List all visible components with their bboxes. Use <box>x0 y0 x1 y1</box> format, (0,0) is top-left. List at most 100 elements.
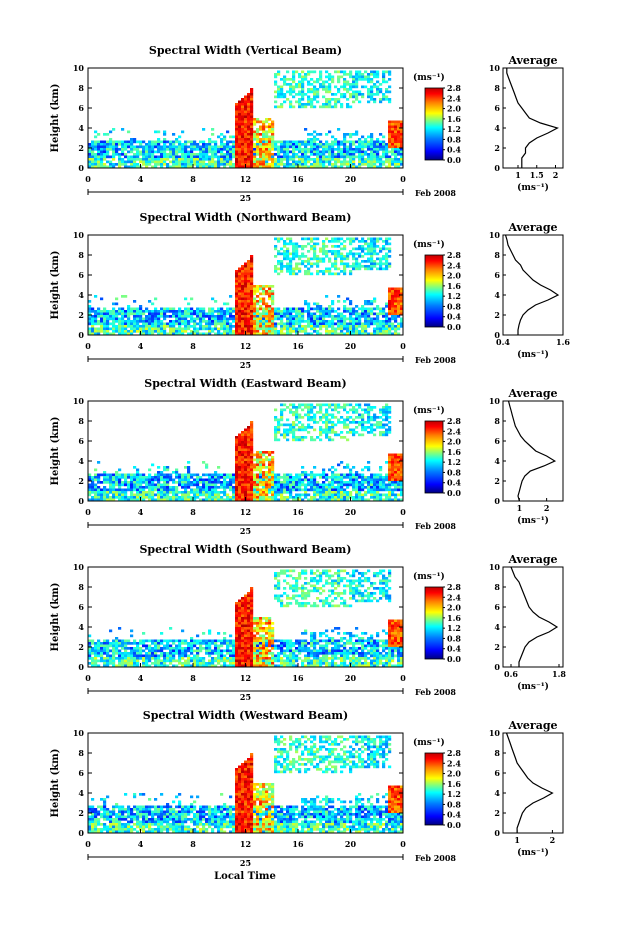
heatmap-cell <box>349 133 352 136</box>
heatmap-cell <box>106 481 109 484</box>
heatmap-cell <box>166 156 169 159</box>
heatmap-cell <box>208 158 211 161</box>
heatmap-cell <box>331 245 334 248</box>
heatmap-cell <box>157 163 160 166</box>
heatmap-cell <box>253 300 256 303</box>
heatmap-cell <box>187 466 190 469</box>
heatmap-cell <box>214 496 217 499</box>
heatmap-cell <box>334 143 337 146</box>
colorbar-tick-label: 1.6 <box>447 281 461 291</box>
heatmap-cell <box>313 158 316 161</box>
heatmap-cell <box>247 288 250 291</box>
heatmap-cell <box>376 263 379 266</box>
heatmap-cell <box>184 318 187 321</box>
heatmap-cell <box>337 245 340 248</box>
heatmap-cell <box>277 421 280 424</box>
heatmap-cell <box>238 476 241 479</box>
heatmap-cell <box>307 481 310 484</box>
heatmap-cell <box>364 240 367 243</box>
heatmap-cell <box>352 406 355 409</box>
heatmap-cell <box>139 308 142 311</box>
heatmap-cell <box>310 146 313 149</box>
heatmap-cell <box>253 454 256 457</box>
heatmap-cell <box>241 454 244 457</box>
heatmap-cell <box>268 323 271 326</box>
heatmap-cell <box>184 308 187 311</box>
heatmap-cell <box>265 146 268 149</box>
heatmap-cell <box>94 489 97 492</box>
heatmap-cell <box>373 153 376 156</box>
heatmap-cell <box>313 141 316 144</box>
heatmap-cell <box>391 315 394 318</box>
heatmap-cell <box>367 91 370 94</box>
heatmap-cell <box>286 248 289 251</box>
heatmap-cell <box>172 494 175 497</box>
heatmap-cell <box>223 323 226 326</box>
heatmap-cell <box>346 318 349 321</box>
heatmap-cell <box>373 143 376 146</box>
heatmap-cell <box>376 88 379 91</box>
heatmap-cell <box>247 96 250 99</box>
heatmap-cell <box>268 153 271 156</box>
heatmap-cell <box>226 494 229 497</box>
heatmap-cell <box>292 255 295 258</box>
heatmap-cell <box>211 156 214 159</box>
heatmap-cell <box>388 293 391 296</box>
heatmap-cell <box>157 491 160 494</box>
heatmap-cell <box>208 161 211 164</box>
heatmap-cell <box>205 491 208 494</box>
heatmap-cell <box>256 285 259 288</box>
heatmap-cell <box>139 143 142 146</box>
heatmap-cells <box>88 238 403 336</box>
heatmap-cell <box>355 496 358 499</box>
heatmap-cell <box>127 476 130 479</box>
heatmap-cell <box>235 285 238 288</box>
heatmap-cell <box>304 103 307 106</box>
heatmap-cell <box>271 328 274 331</box>
heatmap-cell <box>223 146 226 149</box>
heatmap-cell <box>322 248 325 251</box>
heatmap-cell <box>244 449 247 452</box>
colorbar-tick-label: 0.4 <box>447 478 461 488</box>
heatmap-cell <box>295 313 298 316</box>
heatmap-cell <box>268 484 271 487</box>
heatmap-cell <box>310 98 313 101</box>
heatmap-cell <box>265 308 268 311</box>
heatmap-cell <box>238 123 241 126</box>
heatmap-cell <box>370 260 373 263</box>
heatmap-cell <box>229 496 232 499</box>
heatmap-cell <box>370 86 373 89</box>
heatmap-cell <box>310 476 313 479</box>
heatmap-cell <box>289 158 292 161</box>
heatmap-cell <box>259 153 262 156</box>
heatmap-cell <box>265 303 268 306</box>
heatmap-cell <box>367 268 370 271</box>
heatmap-cell <box>325 238 328 241</box>
heatmap-cell <box>241 436 244 439</box>
heatmap-cell <box>316 318 319 321</box>
heatmap-cell <box>352 474 355 477</box>
heatmap-cell <box>331 471 334 474</box>
heatmap-cell <box>391 146 394 149</box>
heatmap-cell <box>199 151 202 154</box>
heatmap-cell <box>361 328 364 331</box>
heatmap-cell <box>274 489 277 492</box>
heatmap-cell <box>262 303 265 306</box>
heatmap-cell <box>355 258 358 261</box>
heatmap-cell <box>325 328 328 331</box>
heatmap-cell <box>139 491 142 494</box>
heatmap-cell <box>205 158 208 161</box>
heatmap-cell <box>268 138 271 141</box>
heatmap-cell <box>106 313 109 316</box>
heatmap-cell <box>286 253 289 256</box>
heatmap-cell <box>250 444 253 447</box>
heatmap-cell <box>250 310 253 313</box>
heatmap-cell <box>274 494 277 497</box>
heatmap-cell <box>328 98 331 101</box>
heatmap-cell <box>241 290 244 293</box>
heatmap-cell <box>298 325 301 328</box>
heatmap-cell <box>247 156 250 159</box>
heatmap-cell <box>121 143 124 146</box>
colorbar-tick-label: 0.8 <box>447 467 461 477</box>
heatmap-cell <box>178 161 181 164</box>
